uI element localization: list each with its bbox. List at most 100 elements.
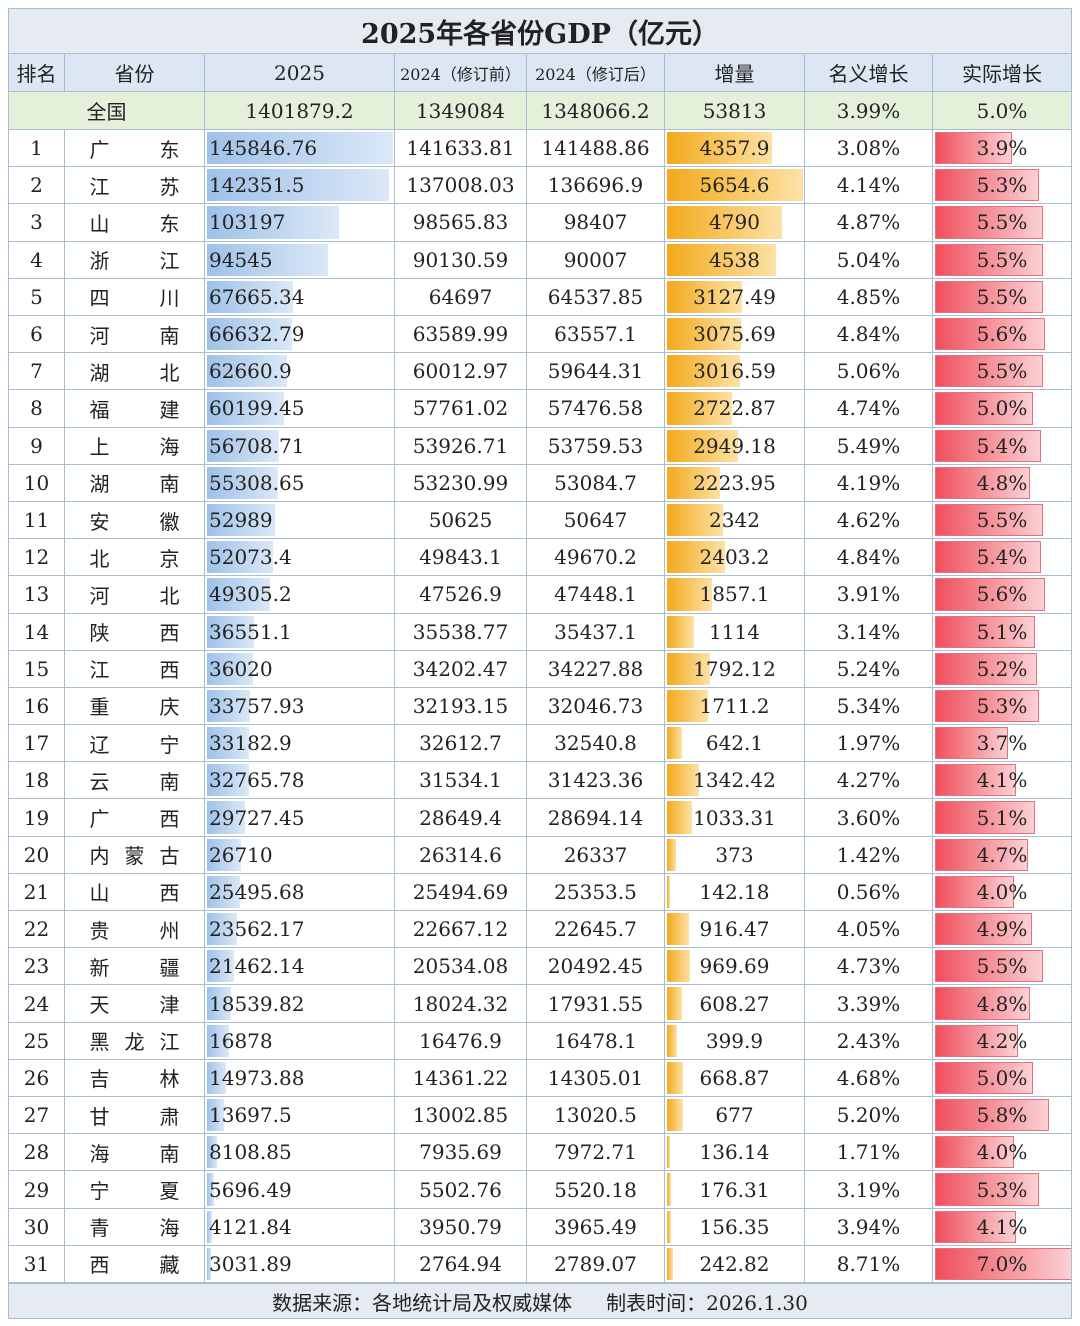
real-growth-bar — [935, 1247, 1071, 1280]
cell-text: 4790 — [709, 210, 760, 235]
table-cell: 35437.1 — [527, 613, 665, 651]
header-cell: 实际增长 — [933, 54, 1072, 92]
cell-text: 26710 — [209, 842, 273, 867]
cell-text: 16 — [23, 693, 50, 718]
cell-text: 3.08% — [836, 136, 901, 161]
table-cell: 242.82 — [665, 1245, 805, 1283]
table-cell: 7935.69 — [395, 1134, 527, 1172]
cell-text: 3965.49 — [554, 1214, 637, 1239]
table-cell: 4.2% — [933, 1022, 1072, 1060]
cell-text: 5 — [30, 284, 43, 309]
cell-text: 142.18 — [699, 879, 770, 904]
table-cell: 3965.49 — [527, 1208, 665, 1246]
cell-text: 4.73% — [836, 954, 901, 979]
cell-text: 57476.58 — [547, 396, 644, 421]
national-text: 5.0% — [976, 98, 1028, 123]
table-cell: 5696.49 — [205, 1171, 395, 1209]
cell-text: 4121.84 — [209, 1214, 292, 1239]
real-growth-bar — [935, 541, 1042, 574]
cell-text: 29 — [23, 1177, 50, 1202]
cell-text: 145846.76 — [209, 136, 318, 161]
real-growth-bar — [935, 987, 1030, 1020]
table-cell: 甘肃 — [65, 1097, 205, 1135]
gdp-bar — [207, 838, 242, 871]
province-name: 江苏 — [89, 174, 180, 199]
table-cell: 916.47 — [665, 911, 805, 949]
table-cell: 31534.1 — [395, 762, 527, 800]
cell-text: 20 — [23, 842, 50, 867]
increment-bar — [667, 987, 682, 1020]
cell-text: 5502.76 — [419, 1177, 502, 1202]
real-growth-bar — [935, 243, 1044, 276]
province-name: 辽宁 — [89, 732, 180, 757]
table-cell: 3127.49 — [665, 278, 805, 316]
table-cell: 25494.69 — [395, 873, 527, 912]
province-name: 北京 — [89, 546, 180, 571]
cell-text: 32765.78 — [209, 768, 305, 793]
cell-text: 3.14% — [836, 619, 901, 644]
increment-bar — [667, 392, 733, 425]
province-name: 四川 — [89, 286, 180, 311]
table-cell: 7 — [8, 353, 65, 391]
table-cell: 14 — [8, 613, 65, 651]
table-cell: 5.4% — [933, 427, 1072, 465]
cell-text: 27 — [23, 1103, 50, 1128]
table-cell: 1342.42 — [665, 762, 805, 800]
table-cell: 江西 — [65, 650, 205, 688]
cell-text: 5.6% — [976, 582, 1028, 607]
table-cell: 56708.71 — [205, 427, 395, 465]
table-cell: 1857.1 — [665, 576, 805, 614]
increment-bar — [667, 913, 690, 946]
cell-text: 4.19% — [836, 470, 901, 495]
increment-bar — [667, 1099, 684, 1132]
cell-text: 49670.2 — [554, 545, 637, 570]
table-cell: 52073.4 — [205, 539, 395, 577]
cell-text: 53926.71 — [412, 433, 509, 458]
cell-text: 28 — [23, 1140, 50, 1165]
table-cell: 5.1% — [933, 799, 1072, 837]
table-cell: 5.34% — [805, 687, 933, 726]
cell-text: 4.8% — [976, 470, 1028, 495]
increment-bar — [667, 1210, 671, 1243]
cell-text: 25 — [23, 1028, 50, 1053]
real-growth-bar — [935, 1173, 1040, 1206]
cell-text: 13697.5 — [209, 1103, 292, 1128]
table-cell: 13002.85 — [395, 1097, 527, 1135]
table-cell: 20492.45 — [527, 948, 665, 986]
cell-text: 21462.14 — [209, 954, 305, 979]
cell-text: 36551.1 — [209, 619, 292, 644]
increment-bar — [667, 764, 700, 797]
cell-text: 4.9% — [976, 917, 1028, 942]
table-cell: 399.9 — [665, 1022, 805, 1060]
cell-text: 2 — [30, 173, 43, 198]
cell-text: 18539.82 — [209, 991, 305, 1016]
province-name: 重庆 — [89, 695, 180, 720]
table-cell: 5.3% — [933, 687, 1072, 726]
table-cell: 5.49% — [805, 427, 933, 465]
header-cell: 省份 — [65, 54, 205, 92]
increment-bar — [667, 169, 803, 202]
gdp-bar — [207, 652, 253, 685]
real-growth-bar — [935, 875, 1015, 909]
gdp-bar — [207, 243, 328, 276]
table-cell: 62660.9 — [205, 353, 395, 391]
province-name: 上海 — [89, 435, 180, 460]
table-cell: 5.0% — [933, 390, 1072, 428]
cell-text: 7972.71 — [554, 1140, 637, 1165]
cell-text: 30 — [23, 1214, 50, 1239]
gdp-bar — [207, 355, 287, 388]
table-cell: 19 — [8, 799, 65, 837]
cell-text: 103197 — [209, 210, 286, 235]
cell-text: 5.5% — [976, 508, 1028, 533]
table-cell: 36020 — [205, 650, 395, 688]
table-cell: 5.3% — [933, 1171, 1072, 1209]
cell-text: 3950.79 — [419, 1214, 502, 1239]
table-cell: 52989 — [205, 501, 395, 540]
cell-text: 98565.83 — [412, 210, 509, 235]
table-cell: 17 — [8, 725, 65, 763]
real-growth-bar — [935, 727, 1009, 760]
table-cell: 5520.18 — [527, 1171, 665, 1209]
cell-text: 7 — [30, 359, 43, 384]
cell-text: 63589.99 — [412, 322, 509, 347]
